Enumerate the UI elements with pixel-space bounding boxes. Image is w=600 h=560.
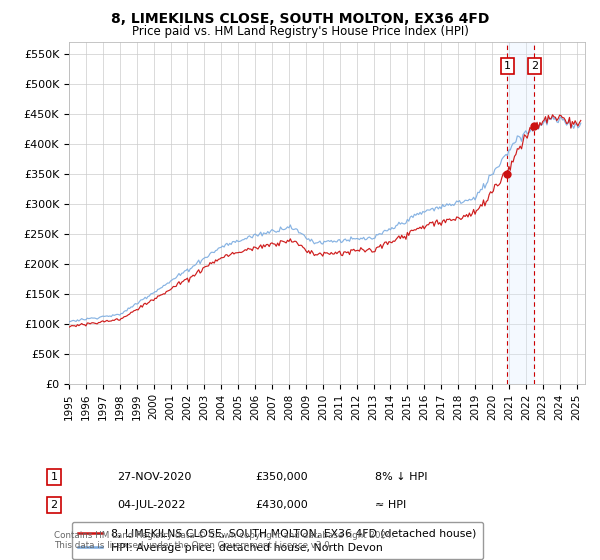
Text: £350,000: £350,000 [255, 472, 308, 482]
Text: 8, LIMEKILNS CLOSE, SOUTH MOLTON, EX36 4FD: 8, LIMEKILNS CLOSE, SOUTH MOLTON, EX36 4… [111, 12, 489, 26]
Legend: 8, LIMEKILNS CLOSE, SOUTH MOLTON, EX36 4FD (detached house), HPI: Average price,: 8, LIMEKILNS CLOSE, SOUTH MOLTON, EX36 4… [72, 522, 483, 559]
Text: Price paid vs. HM Land Registry's House Price Index (HPI): Price paid vs. HM Land Registry's House … [131, 25, 469, 38]
Text: 2: 2 [50, 500, 58, 510]
Text: £430,000: £430,000 [255, 500, 308, 510]
Text: Contains HM Land Registry data © Crown copyright and database right 2024.
This d: Contains HM Land Registry data © Crown c… [54, 530, 394, 550]
Text: 1: 1 [504, 61, 511, 71]
Text: 8% ↓ HPI: 8% ↓ HPI [375, 472, 427, 482]
Text: ≈ HPI: ≈ HPI [375, 500, 406, 510]
Text: 2: 2 [530, 61, 538, 71]
Text: 27-NOV-2020: 27-NOV-2020 [117, 472, 191, 482]
Text: 04-JUL-2022: 04-JUL-2022 [117, 500, 185, 510]
Bar [508, 42, 534, 384]
Text: 1: 1 [50, 472, 58, 482]
